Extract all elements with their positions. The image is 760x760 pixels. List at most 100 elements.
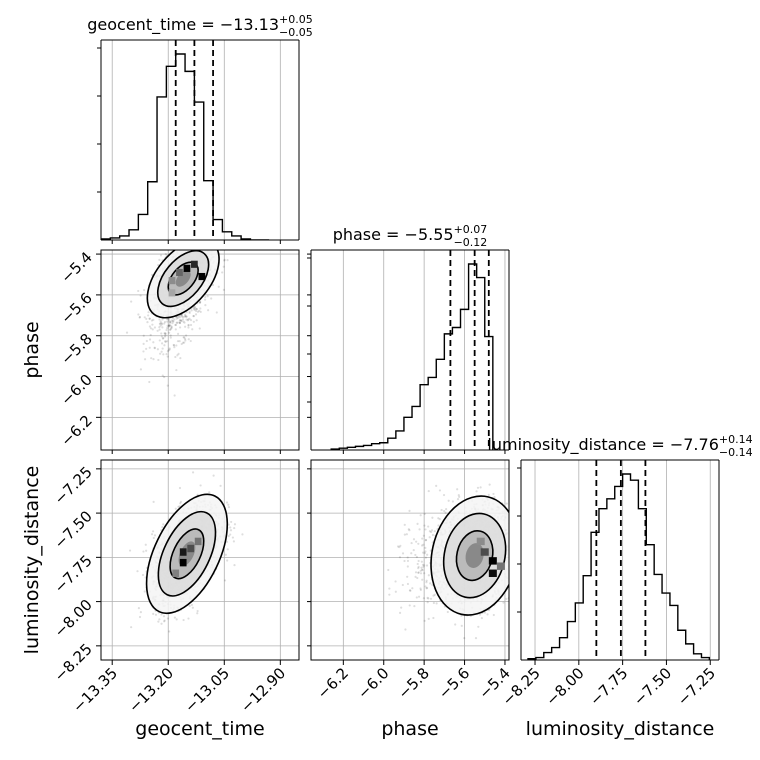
scatter-point xyxy=(401,552,405,555)
scatter-point xyxy=(417,559,420,563)
scatter-point xyxy=(417,571,420,574)
scatter-point xyxy=(162,353,165,356)
scatter-point xyxy=(396,545,400,548)
histogram-luminosity_distance xyxy=(527,473,711,660)
scatter-point xyxy=(173,318,176,321)
scatter-point xyxy=(206,295,209,298)
histogram-bin xyxy=(575,603,583,660)
scatter-point xyxy=(175,618,178,621)
panel-title-minus-geocent_time: −0.05 xyxy=(279,26,313,39)
scatter-point xyxy=(149,327,153,330)
scatter-point xyxy=(158,322,161,326)
histogram-bin xyxy=(404,417,412,450)
scatter-point xyxy=(142,350,145,353)
scatter-point xyxy=(404,628,407,631)
scatter-point xyxy=(162,337,165,340)
scatter-point xyxy=(199,301,202,304)
scatter-point xyxy=(422,597,425,600)
scatter-point xyxy=(478,613,482,616)
scatter-point xyxy=(186,319,190,322)
scatter-point xyxy=(416,522,419,525)
scatter-point xyxy=(169,336,172,339)
scatter-point xyxy=(422,543,425,546)
density-cell xyxy=(496,562,505,570)
scatter-point xyxy=(150,357,153,360)
scatter-point xyxy=(161,374,164,377)
x-tick-label: −7.25 xyxy=(674,664,719,709)
x-tick-label: −5.8 xyxy=(394,664,432,702)
scatter-point xyxy=(399,544,402,547)
histogram-bin xyxy=(420,385,428,450)
scatter-point xyxy=(182,618,185,622)
histogram-phase xyxy=(330,263,494,450)
histogram-bin xyxy=(452,328,460,450)
scatter-point xyxy=(152,536,155,540)
scatter-point xyxy=(130,300,133,303)
scatter-point xyxy=(145,549,148,552)
histogram-bin xyxy=(120,236,129,240)
density-cell xyxy=(476,537,485,546)
scatter-point xyxy=(417,542,420,545)
x-tick-label: −12.90 xyxy=(237,664,289,716)
scatter-point xyxy=(168,331,171,334)
density-cell xyxy=(168,289,176,297)
scatter-point xyxy=(161,525,164,529)
scatter-point xyxy=(394,590,397,593)
histogram-bin xyxy=(607,499,615,660)
scatter-point xyxy=(166,617,170,620)
scatter-point xyxy=(184,339,187,342)
scatter-point xyxy=(160,335,163,338)
scatter-point xyxy=(203,298,207,301)
scatter-point xyxy=(492,613,495,617)
panel-title-minus-phase: −0.12 xyxy=(454,236,488,249)
scatter-point xyxy=(168,324,171,327)
scatter-point xyxy=(178,321,182,324)
scatter-point xyxy=(398,611,402,614)
scatter-point xyxy=(229,526,232,529)
density-cell xyxy=(179,558,187,567)
scatter-point xyxy=(480,617,483,620)
scatter-point xyxy=(223,258,226,261)
scatter-point xyxy=(168,320,172,323)
scatter-point xyxy=(196,609,199,613)
scatter-point xyxy=(419,588,422,591)
scatter-point xyxy=(164,252,167,256)
scatter-point xyxy=(414,553,417,557)
scatter-point xyxy=(418,528,421,531)
scatter-point xyxy=(174,323,178,326)
scatter-point xyxy=(177,505,180,508)
scatter-point xyxy=(192,314,195,318)
histogram-bin xyxy=(176,54,185,240)
scatter-point xyxy=(189,339,192,343)
scatter-point xyxy=(423,512,426,515)
scatter-point xyxy=(463,637,466,640)
scatter-point xyxy=(407,528,410,531)
scatter-point xyxy=(175,321,178,324)
scatter-point xyxy=(161,318,164,321)
scatter-point xyxy=(137,607,141,610)
y-tick-label: −8.00 xyxy=(51,596,96,641)
scatter-point xyxy=(194,313,198,316)
scatter-point xyxy=(193,308,196,312)
scatter-point xyxy=(435,602,438,605)
scatter-point xyxy=(161,323,164,326)
scatter-point xyxy=(403,533,406,536)
scatter-point xyxy=(166,355,169,358)
scatter-point xyxy=(158,325,161,329)
scatter-point xyxy=(145,339,148,343)
histogram-bin xyxy=(138,214,147,240)
scatter-point xyxy=(423,552,426,555)
scatter-point xyxy=(438,518,441,521)
scatter-point xyxy=(148,346,151,349)
scatter-point xyxy=(152,500,155,503)
scatter-point xyxy=(199,484,202,487)
scatter-point xyxy=(195,307,198,311)
scatter-point xyxy=(457,493,460,497)
scatter-point xyxy=(227,503,230,506)
scatter-point xyxy=(428,536,431,539)
scatter-point xyxy=(394,580,397,583)
histogram-bin xyxy=(380,443,388,450)
scatter-point xyxy=(190,603,194,606)
scatter-point xyxy=(152,612,155,615)
scatter-point xyxy=(180,319,183,322)
